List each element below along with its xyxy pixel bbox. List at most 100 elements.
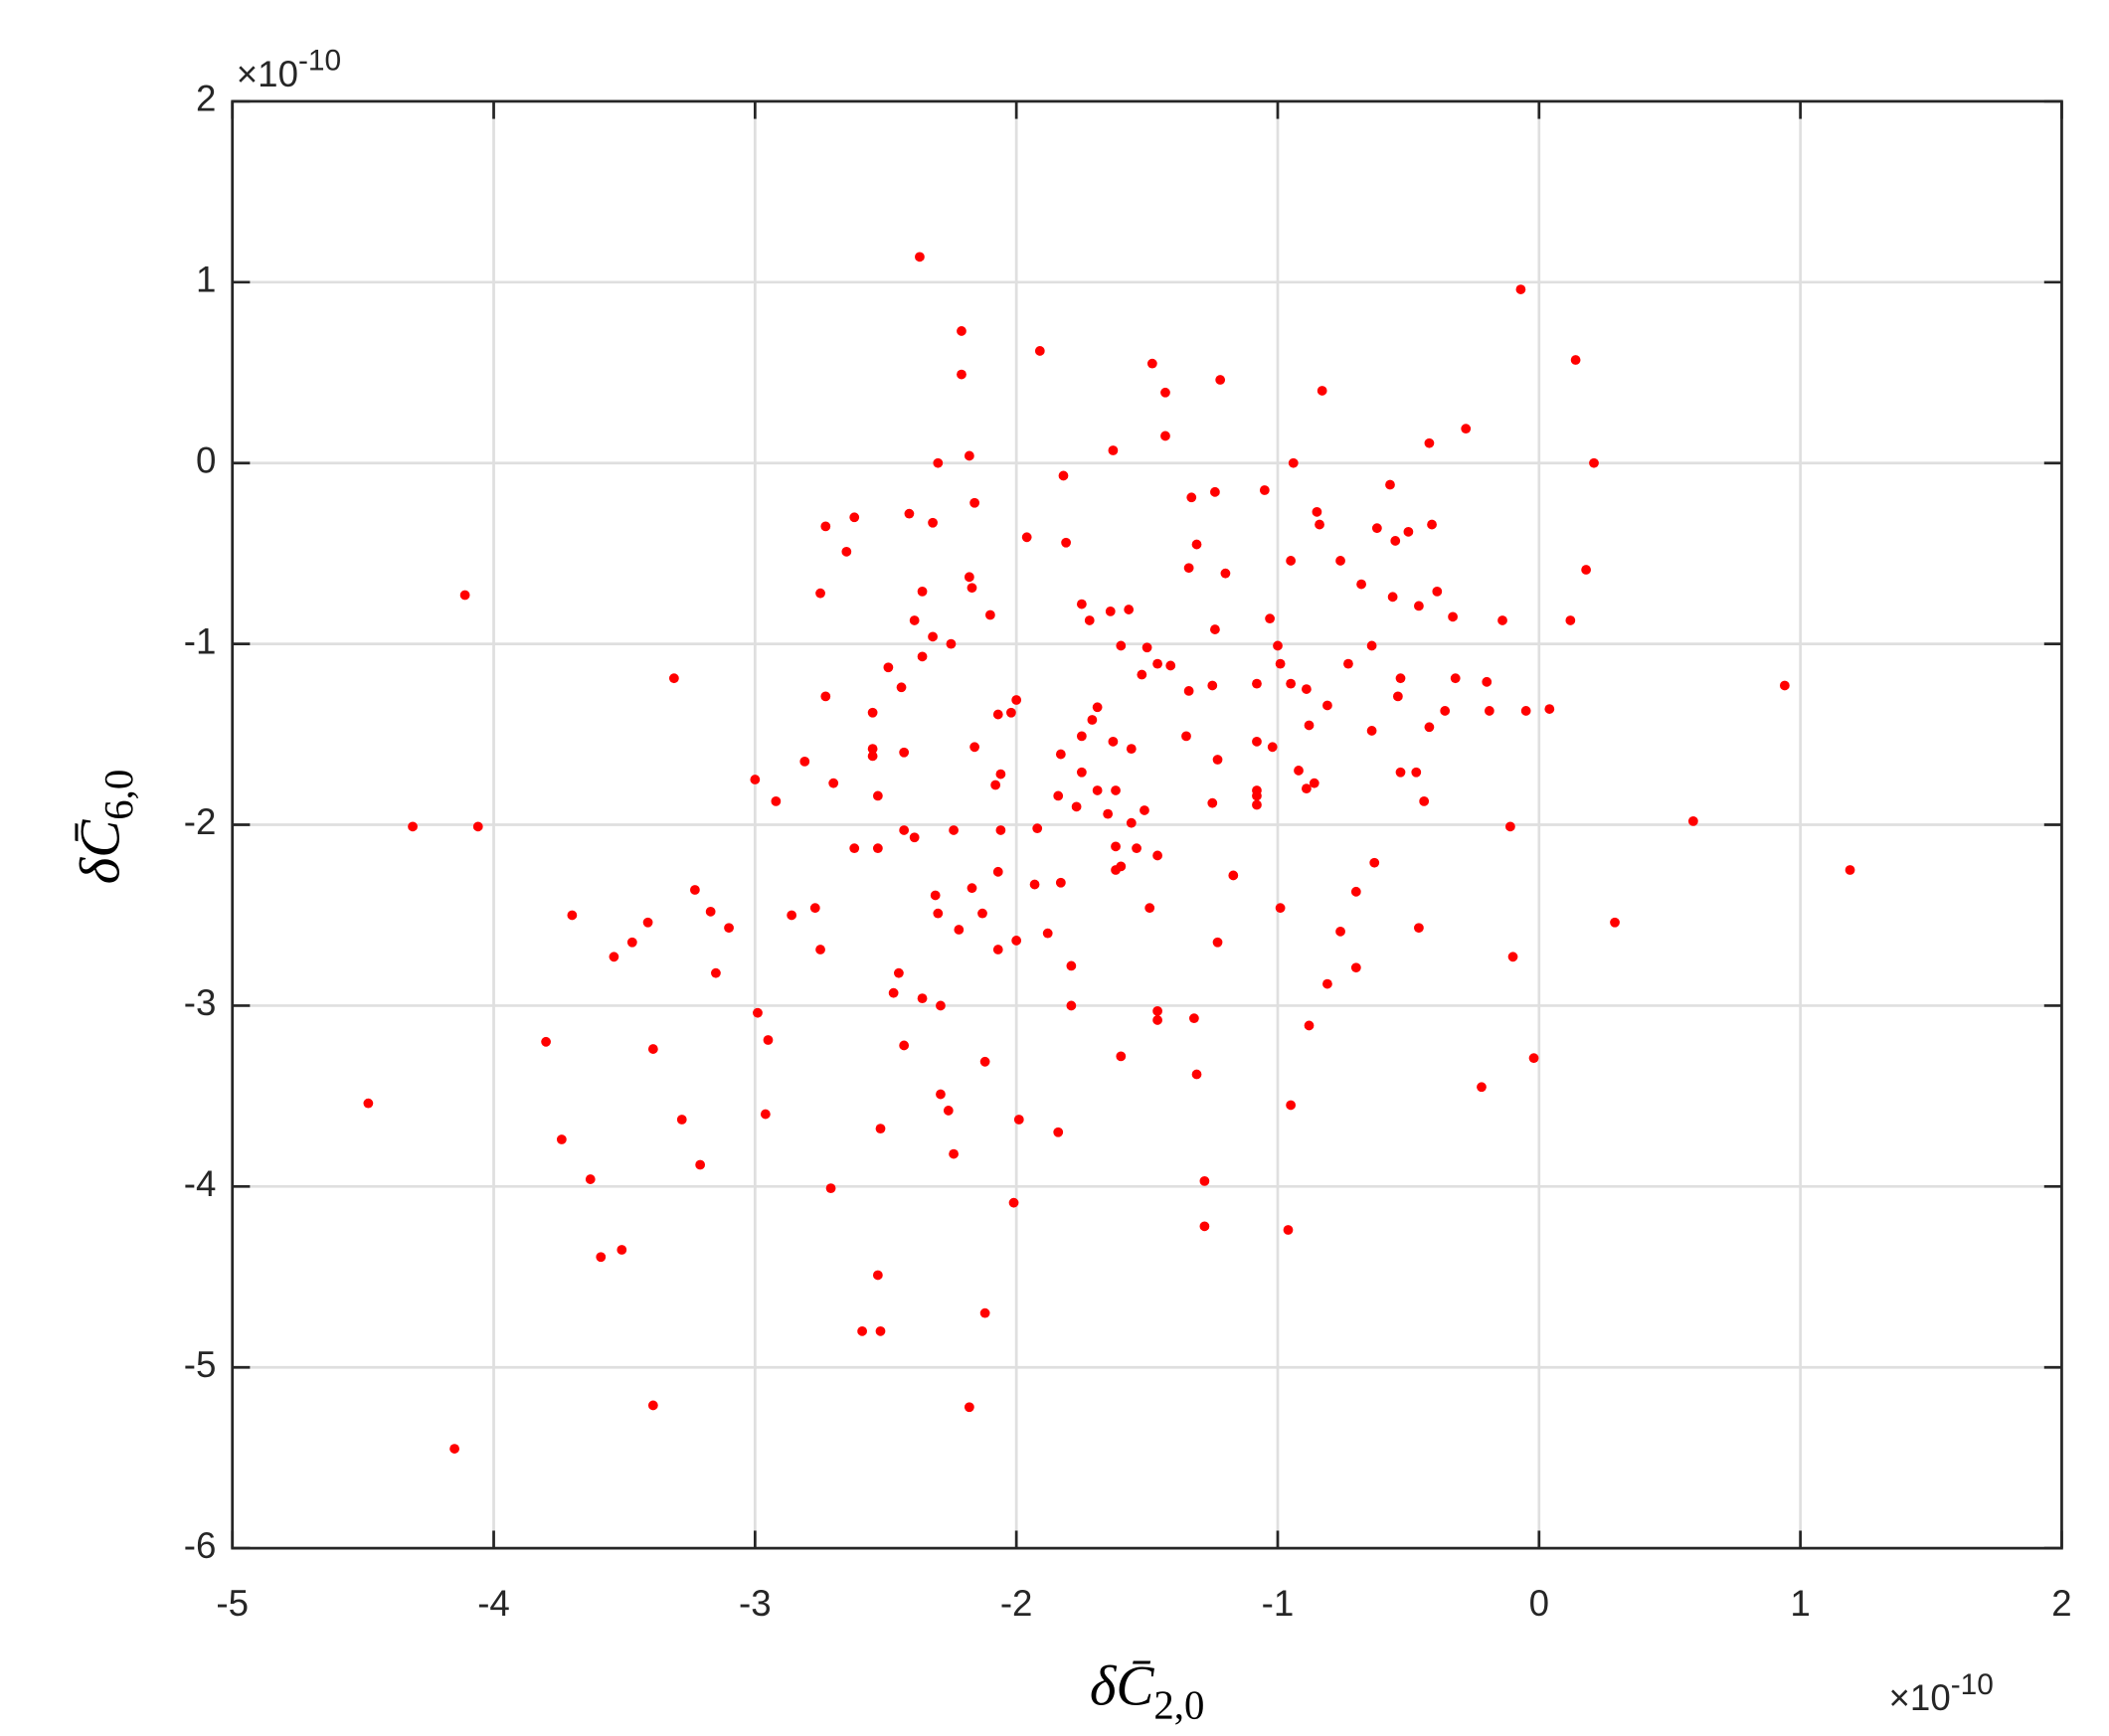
point (1252, 790, 1262, 801)
point (1343, 658, 1353, 669)
point (949, 1148, 959, 1159)
point (1356, 579, 1366, 590)
point (1395, 767, 1406, 778)
point (1103, 808, 1114, 819)
point (585, 1174, 596, 1184)
point (596, 1252, 607, 1263)
point (1034, 346, 1045, 356)
point (967, 883, 977, 894)
point (1312, 506, 1322, 517)
y-multiplier: ×10-10 (237, 45, 341, 94)
point (883, 662, 894, 673)
point (872, 843, 883, 854)
point (1403, 526, 1414, 537)
point (1544, 704, 1555, 714)
point (820, 691, 831, 702)
point (1440, 706, 1451, 716)
point (849, 843, 860, 854)
x-axis-label: δC̄2,0 (1090, 1655, 1205, 1728)
point (363, 1098, 374, 1109)
point (763, 1035, 774, 1045)
point (724, 923, 734, 934)
point (1395, 673, 1406, 684)
point (1165, 660, 1176, 671)
point (1111, 785, 1121, 795)
point (967, 583, 977, 594)
point (647, 1400, 658, 1411)
point (896, 682, 907, 693)
point (964, 572, 974, 583)
point (1076, 731, 1087, 742)
point (1066, 1000, 1077, 1011)
point (992, 866, 1003, 877)
x-tick-label: 1 (1790, 1583, 1810, 1624)
point (1414, 923, 1424, 934)
point (1371, 523, 1382, 534)
point (1779, 680, 1790, 691)
y-tick-label: -6 (184, 1525, 217, 1566)
point (1366, 726, 1377, 736)
axes: -5 -4 -3 -2 -1 0 1 2 -6 -5 -4 -3 -2 -1 0 1 2 (184, 79, 2072, 1625)
point (1092, 785, 1103, 795)
point (1092, 702, 1103, 713)
point (888, 987, 899, 998)
point (1199, 1221, 1210, 1232)
point (567, 910, 578, 921)
point (872, 790, 883, 801)
point (1302, 783, 1312, 794)
point (1414, 601, 1424, 611)
point (995, 769, 1006, 780)
point (1309, 778, 1319, 788)
point (1183, 686, 1194, 696)
point (899, 1040, 910, 1051)
point (1424, 722, 1435, 733)
point (1304, 1020, 1315, 1031)
point (609, 952, 619, 962)
point (1845, 865, 1855, 875)
point (1267, 742, 1278, 753)
point (1273, 640, 1283, 651)
point (1515, 284, 1526, 294)
point (1427, 519, 1437, 530)
point (1570, 355, 1581, 365)
y-multiplier-base: ×10 (237, 54, 298, 94)
point (1132, 843, 1142, 854)
point (799, 756, 810, 767)
point (979, 1307, 990, 1318)
point (1053, 790, 1064, 801)
point (1385, 479, 1395, 490)
point (459, 590, 470, 601)
point (1565, 615, 1576, 625)
point (1032, 823, 1043, 834)
point (1191, 1069, 1202, 1080)
point (992, 945, 1003, 955)
point (1152, 850, 1162, 861)
point (867, 751, 878, 762)
point (1507, 952, 1518, 962)
point (1497, 615, 1507, 625)
point (841, 546, 852, 557)
point (1387, 592, 1398, 603)
point (1108, 445, 1119, 455)
point (904, 508, 915, 519)
point (909, 615, 920, 625)
point (1146, 358, 1157, 369)
point (928, 517, 938, 528)
point (1186, 492, 1197, 503)
point (1152, 1005, 1162, 1016)
point (1183, 563, 1194, 574)
point (964, 1402, 974, 1413)
point (1055, 877, 1066, 888)
x-multiplier: ×10-10 (1889, 1668, 1994, 1718)
point (1071, 801, 1082, 812)
point (825, 1183, 836, 1194)
point (815, 588, 825, 599)
point (1021, 532, 1032, 543)
point (990, 780, 1001, 790)
point (995, 825, 1006, 835)
point (1076, 599, 1087, 609)
point (1304, 720, 1315, 731)
point (1286, 678, 1297, 689)
point (1126, 817, 1137, 828)
